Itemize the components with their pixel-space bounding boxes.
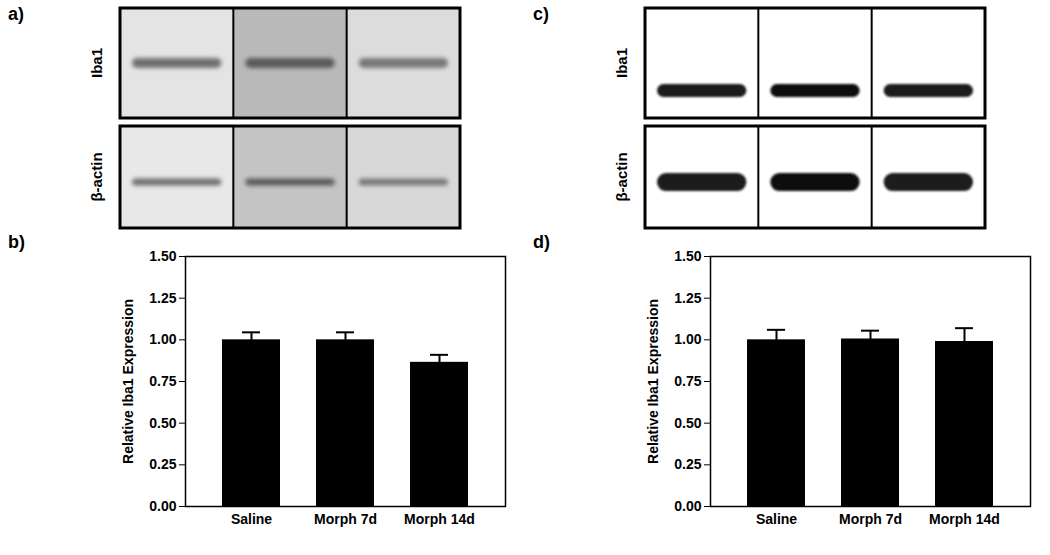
svg-text:1.00: 1.00 xyxy=(149,331,176,347)
svg-text:1.25: 1.25 xyxy=(149,290,176,306)
svg-text:β-actin: β-actin xyxy=(613,152,630,201)
svg-text:β-actin: β-actin xyxy=(88,152,105,201)
svg-text:0.25: 0.25 xyxy=(674,456,701,472)
svg-text:Morph 14d: Morph 14d xyxy=(929,511,1000,527)
svg-text:Iba1: Iba1 xyxy=(88,48,105,78)
svg-text:Morph 7d: Morph 7d xyxy=(314,511,377,527)
svg-text:Saline: Saline xyxy=(756,511,797,527)
svg-text:1.00: 1.00 xyxy=(674,331,701,347)
svg-text:0.00: 0.00 xyxy=(674,498,701,514)
svg-text:0.50: 0.50 xyxy=(149,415,176,431)
svg-text:1.25: 1.25 xyxy=(674,290,701,306)
svg-text:Iba1: Iba1 xyxy=(613,48,630,78)
html-text:c): c) xyxy=(533,4,549,24)
svg-text:Morph 7d: Morph 7d xyxy=(839,511,902,527)
svg-text:0.50: 0.50 xyxy=(674,415,701,431)
svg-text:Relative Iba1 Expression: Relative Iba1 Expression xyxy=(120,299,136,464)
svg-text:Saline: Saline xyxy=(231,511,272,527)
html-text:b): b) xyxy=(8,232,25,252)
svg-text:0.25: 0.25 xyxy=(149,456,176,472)
svg-text:0.75: 0.75 xyxy=(674,373,701,389)
svg-text:1.50: 1.50 xyxy=(674,248,701,264)
svg-text:Morph 14d: Morph 14d xyxy=(404,511,475,527)
svg-text:1.50: 1.50 xyxy=(149,248,176,264)
svg-text:Relative Iba1 Expression: Relative Iba1 Expression xyxy=(645,299,661,464)
html-text:d): d) xyxy=(533,232,550,252)
svg-text:0.75: 0.75 xyxy=(149,373,176,389)
html-text:a): a) xyxy=(8,4,24,24)
svg-text:0.00: 0.00 xyxy=(149,498,176,514)
